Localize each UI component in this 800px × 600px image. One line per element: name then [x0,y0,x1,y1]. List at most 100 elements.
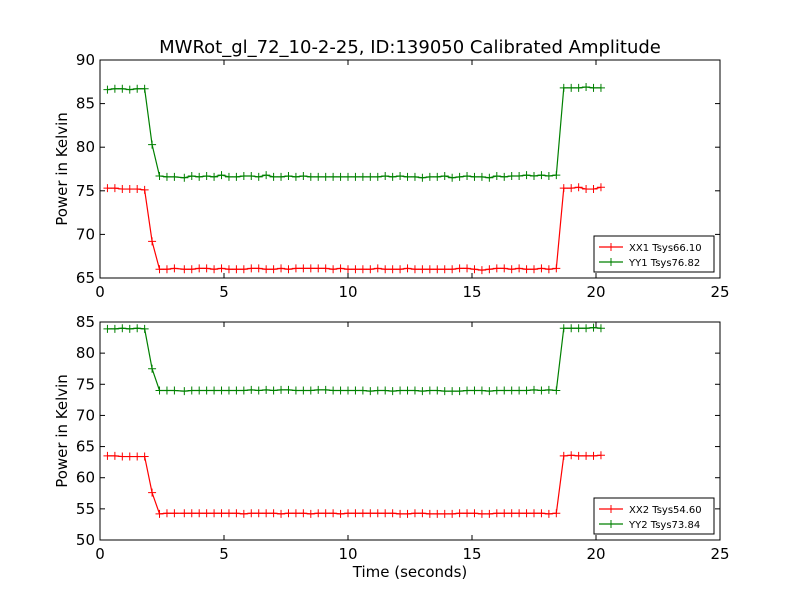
data-point [455,509,464,518]
x-tick-label: 15 [462,283,481,301]
legend-marker [607,520,615,528]
data-point [388,172,397,181]
data-point [396,265,405,274]
data-point [133,84,142,93]
data-point [358,172,367,181]
data-point [440,509,449,518]
data-point [396,386,405,395]
data-point [470,509,479,518]
series-line-2 [107,86,601,179]
data-point [344,509,352,518]
data-point [336,386,345,395]
legend: XX2 Tsys54.60 YY2 Tsys73.84 [593,497,715,535]
data-point [522,171,531,180]
data-point [492,386,501,395]
data-point [306,386,315,395]
data-point [500,509,509,518]
data-point [118,324,127,333]
data-point [455,172,464,181]
x-tick-label: 5 [219,545,229,563]
data-point [559,83,568,92]
data-point [110,451,119,460]
y-axis-label-top: Power in Kelvin [53,112,71,226]
data-point [314,385,323,394]
data-point [470,386,479,395]
data-point [530,265,538,274]
data-point [321,509,330,518]
y-tick-label: 80 [76,344,95,362]
data-point [559,184,568,193]
data-point [133,452,142,461]
data-point [574,83,583,92]
data-point [433,172,442,181]
data-point [133,324,142,333]
data-point [589,451,598,460]
data-point [247,509,256,518]
data-point [291,172,300,181]
data-point [373,386,382,395]
legend-label: XX2 Tsys54.60 [629,505,702,516]
data-point [448,509,457,518]
axes-frame [99,321,721,541]
data-point [403,264,412,273]
data-point [170,264,179,273]
data-point [567,184,576,193]
data-point [596,324,605,333]
y-tick-label: 60 [76,469,95,487]
x-tick-label: 5 [219,283,229,301]
data-point [162,386,171,395]
data-point [254,172,263,181]
data-point [284,509,293,518]
data-point [530,171,538,180]
data-point [291,386,300,395]
data-point [582,324,591,333]
data-point [140,324,149,333]
data-point [463,386,472,395]
chart-panel-bottom: 0 5 10 15 20 25 50 55 60 65 70 75 80 85 XX2 Tsys54.60 Y… [53,313,730,581]
data-point [440,171,449,180]
data-point [373,509,382,518]
data-point [195,386,204,395]
y-tick-label: 75 [76,182,95,200]
data-point [170,509,179,518]
data-point [500,172,509,181]
data-point [125,85,134,94]
data-point [247,385,256,394]
data-point [210,172,219,181]
data-point [351,509,360,518]
legend-marker [607,243,615,251]
data-point [455,387,464,396]
data-point [262,265,271,274]
data-point [269,509,278,518]
data-point [217,386,226,395]
data-point [351,172,360,181]
data-point [485,387,494,396]
y-tick-label: 70 [76,225,95,243]
data-point [492,171,501,180]
data-point [336,172,345,181]
data-point [410,265,419,274]
data-point [544,171,553,180]
data-point [155,509,164,518]
data-point [507,171,516,180]
data-point [537,264,546,273]
y-tick-label: 55 [76,500,95,518]
x-tick-label: 0 [95,283,105,301]
data-point [463,264,472,273]
data-point [140,452,149,461]
data-point [254,509,263,518]
data-point [217,171,226,180]
data-point [103,85,112,94]
data-point [574,451,583,460]
data-point [155,265,164,274]
data-point [351,386,360,395]
data-point [224,386,233,395]
legend-marker [607,505,615,513]
data-point [162,509,171,518]
data-point [180,387,189,396]
data-point [195,172,204,181]
data-point [522,509,531,518]
data-point [299,386,308,395]
data-point [410,509,419,518]
